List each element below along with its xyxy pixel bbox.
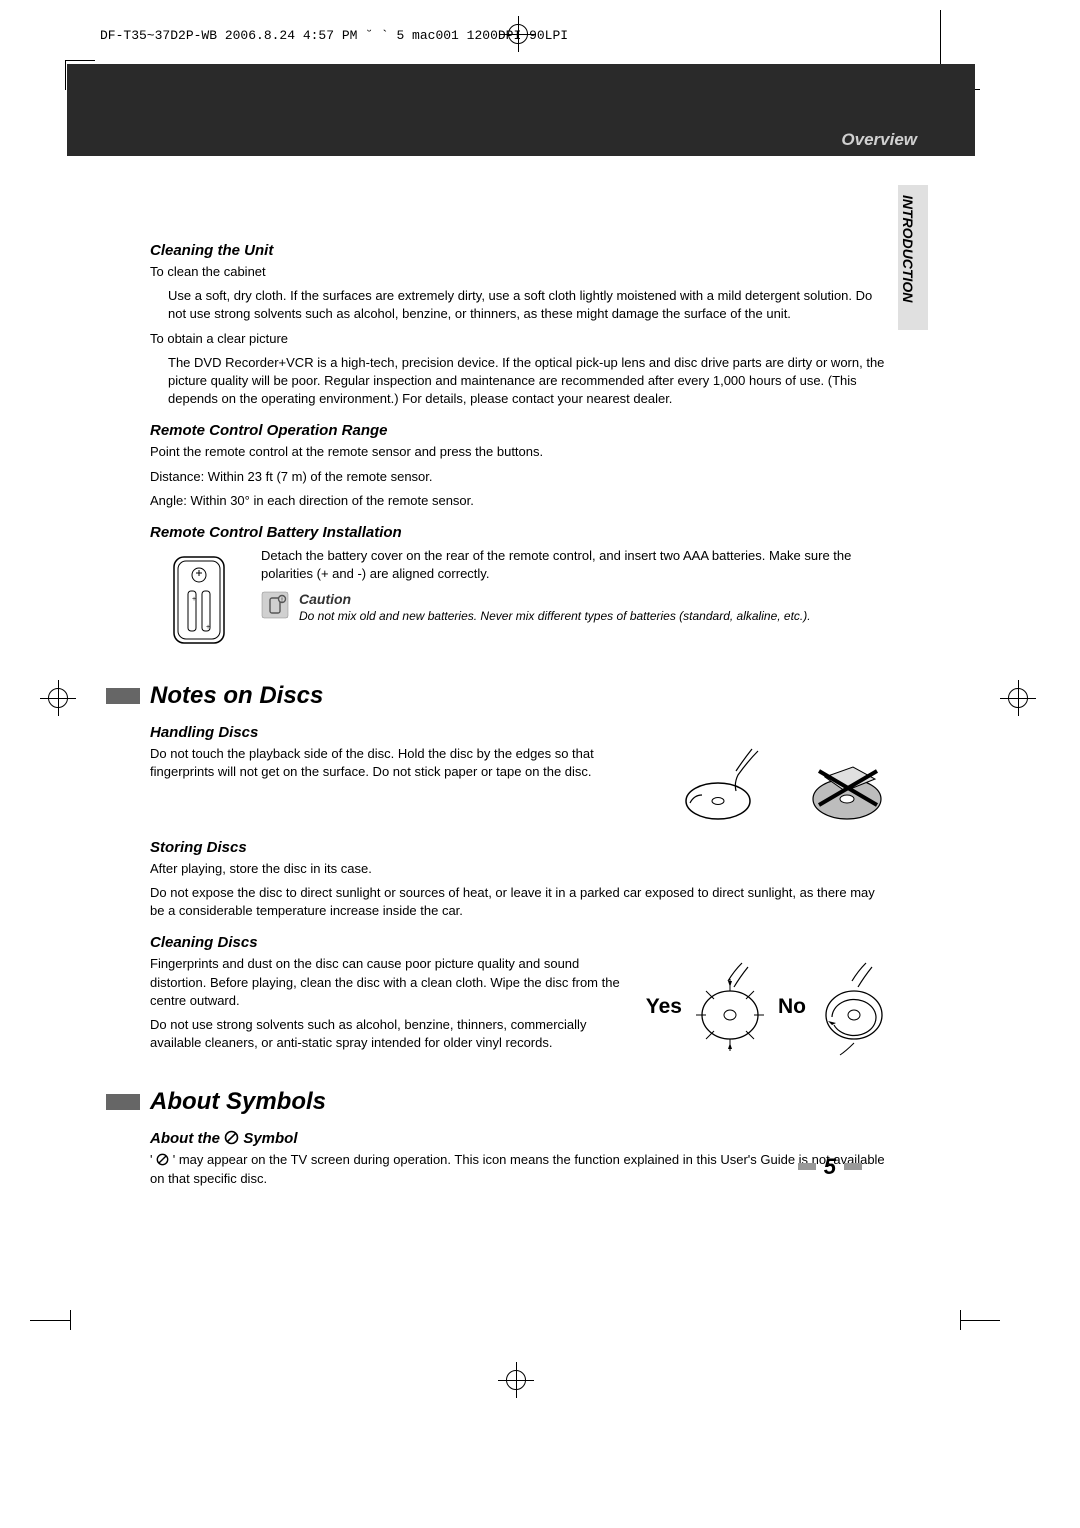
page-number: 5 [798,1154,862,1180]
print-header: DF-T35~37D2P-WB 2006.8.24 4:57 PM ˘ ` 5 … [100,28,568,43]
registration-mark-bottom [498,1362,534,1398]
registration-mark-right [1000,680,1036,716]
page-number-value: 5 [824,1154,836,1180]
clean-cabinet-title: To clean the cabinet [150,263,890,281]
symbol-text-post: ' may appear on the TV screen during ope… [150,1152,885,1185]
clean-circular-icon [818,957,890,1057]
notes-on-discs-heading: Notes on Discs [150,682,890,710]
crop-mark-br [960,1320,1000,1360]
side-tab-label: INTRODUCTION [900,195,916,302]
cleaning-discs-p2: Do not use strong solvents such as alcoh… [150,1016,632,1052]
cleaning-unit-title: Cleaning the Unit [150,242,890,259]
remote-range-l3: Angle: Within 30° in each direction of t… [150,492,890,510]
page-bar-icon [798,1163,816,1170]
caution-label: Caution [299,591,811,607]
remote-range-title: Remote Control Operation Range [150,422,890,439]
svg-text:!: ! [281,598,283,604]
remote-range-l2: Distance: Within 23 ft (7 m) of the remo… [150,468,890,486]
prohibit-icon [224,1130,239,1145]
battery-diagram: + + [150,547,245,652]
symbol-subtitle-post: Symbol [243,1130,297,1147]
storing-discs-l1: After playing, store the disc in its cas… [150,860,890,878]
handling-discs-text: Do not touch the playback side of the di… [150,745,660,781]
svg-text:+: + [192,596,196,603]
battery-text: Detach the battery cover on the rear of … [261,547,890,583]
svg-text:+: + [206,624,210,631]
storing-discs-l2: Do not expose the disc to direct sunligh… [150,884,890,920]
about-symbols-title: About Symbols [150,1088,326,1116]
section-bar-icon [106,1094,140,1110]
content-area: Cleaning the Unit To clean the cabinet U… [150,178,890,1194]
prohibit-icon [156,1153,169,1166]
page-bar-icon [844,1163,862,1170]
about-symbols-heading: About Symbols [150,1088,890,1116]
no-label: No [778,995,806,1019]
registration-mark-left [40,680,76,716]
clear-picture-text: The DVD Recorder+VCR is a high-tech, pre… [168,354,890,409]
header-banner: Overview [67,64,975,156]
clean-radial-icon [694,957,766,1057]
caution-icon: ! [261,591,289,619]
about-symbol-subtitle: About the Symbol [150,1130,890,1147]
cleaning-yes-no-diagram: Yes No [646,955,890,1058]
registration-mark-top [500,16,536,52]
overview-label: Overview [841,130,917,150]
handling-discs-title: Handling Discs [150,724,890,741]
disc-handling-diagrams [680,745,890,825]
remote-range-l1: Point the remote control at the remote s… [150,443,890,461]
disc-hold-icon [680,745,765,825]
battery-title: Remote Control Battery Installation [150,524,890,541]
notes-on-discs-title: Notes on Discs [150,682,323,710]
section-bar-icon [106,688,140,704]
yes-label: Yes [646,995,682,1019]
cleaning-discs-title: Cleaning Discs [150,934,890,951]
symbol-subtitle-pre: About the [150,1130,224,1147]
about-symbol-text: ' ' may appear on the TV screen during o… [150,1151,890,1187]
caution-text: Do not mix old and new batteries. Never … [299,609,811,623]
cleaning-discs-p1: Fingerprints and dust on the disc can ca… [150,955,632,1010]
clear-picture-title: To obtain a clear picture [150,330,890,348]
clean-cabinet-text: Use a soft, dry cloth. If the surfaces a… [168,287,890,323]
crop-mark-bl [30,1320,70,1360]
disc-no-tape-icon [805,745,890,825]
storing-discs-title: Storing Discs [150,839,890,856]
